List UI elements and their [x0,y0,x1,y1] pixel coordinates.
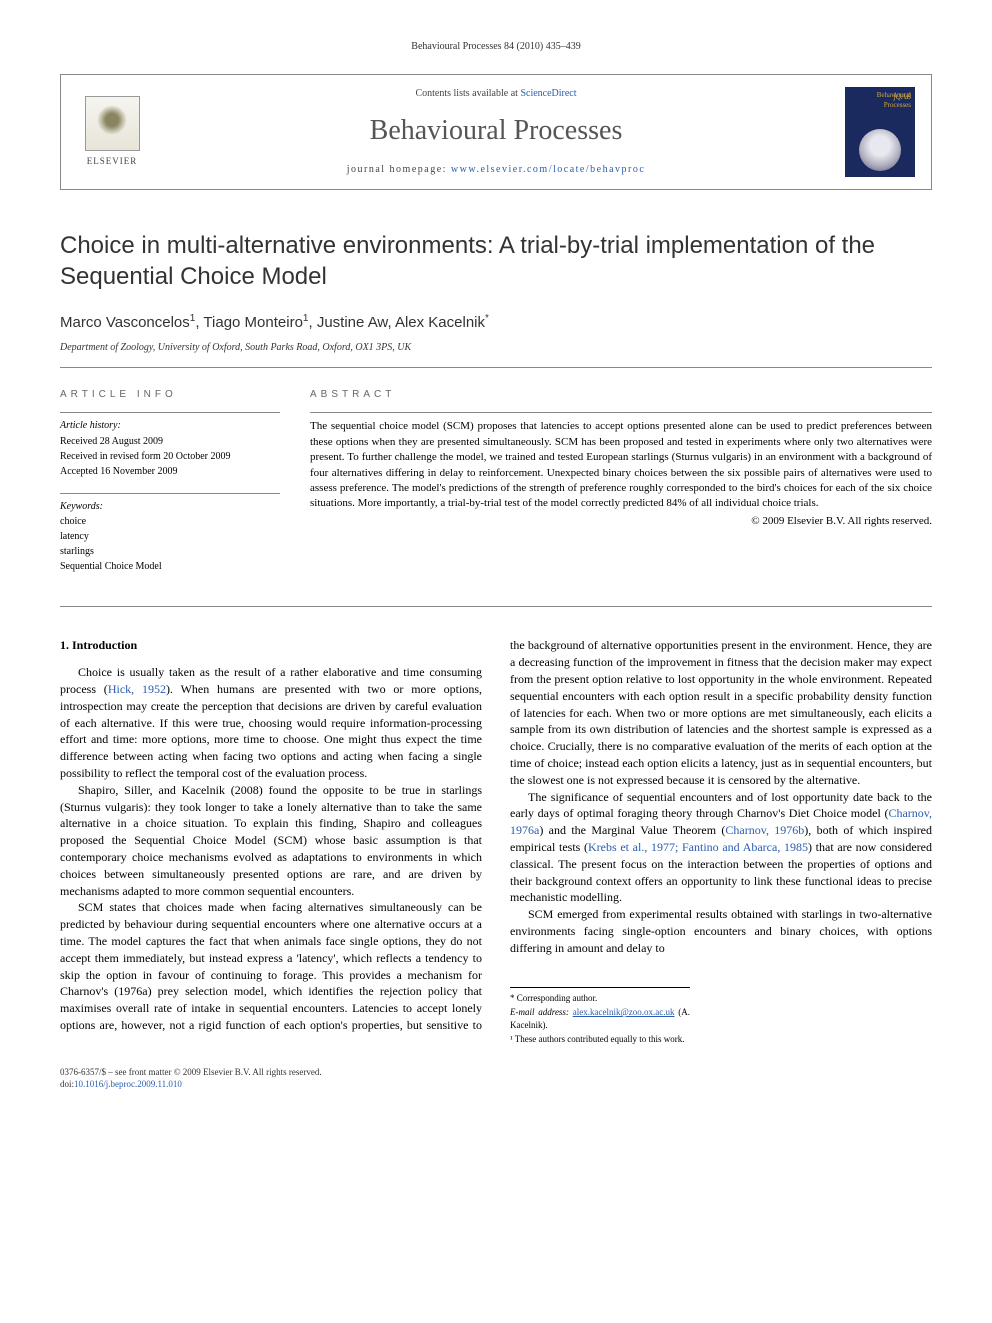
keyword: starlings [60,545,280,559]
masthead-center: Contents lists available at ScienceDirec… [167,87,825,176]
affiliation: Department of Zoology, University of Oxf… [60,341,932,368]
contents-available-line: Contents lists available at ScienceDirec… [167,87,825,101]
cover-bird-icon [859,129,901,171]
sciencedirect-link[interactable]: ScienceDirect [520,88,576,99]
article-history-block: Article history: Received 28 August 2009… [60,412,280,479]
footnotes: * Corresponding author. E-mail address: … [510,987,690,1046]
contents-prefix: Contents lists available at [415,88,520,99]
keywords-block: Keywords: choice latency starlings Seque… [60,493,280,574]
keyword: Sequential Choice Model [60,560,280,574]
abstract-label: abstract [310,388,932,402]
body-paragraph: The significance of sequential encounter… [510,789,932,907]
citation-link[interactable]: Hick, 1952 [108,682,166,696]
equal-contribution-note: ¹ These authors contributed equally to t… [510,1033,690,1046]
journal-homepage-link[interactable]: www.elsevier.com/locate/behavproc [451,164,645,175]
history-line: Received in revised form 20 October 2009 [60,450,280,464]
page: Behavioural Processes 84 (2010) 435–439 … [0,0,992,1131]
article-info-label: article info [60,388,280,402]
elsevier-logo: ELSEVIER [77,92,147,172]
doi-label: doi: [60,1079,74,1089]
section-title: Introduction [72,638,137,652]
elsevier-tree-icon [85,96,140,151]
journal-masthead: ELSEVIER Contents lists available at Sci… [60,74,932,190]
keyword: latency [60,530,280,544]
article-history-heading: Article history: [60,419,280,433]
history-line: Accepted 16 November 2009 [60,465,280,479]
article-body: 1. Introduction Choice is usually taken … [60,637,932,1046]
copyright-footer-line: 0376-6357/$ – see front matter © 2009 El… [60,1066,932,1079]
journal-name: Behavioural Processes [167,111,825,150]
publisher-name: ELSEVIER [87,155,138,168]
journal-homepage-line: journal homepage: www.elsevier.com/locat… [167,163,825,177]
author: Marco Vasconcelos [60,314,190,331]
abstract-copyright: © 2009 Elsevier B.V. All rights reserved… [310,514,932,529]
journal-cover-thumbnail: ∫QAB Behavioural Processes [845,87,915,177]
abstract-body: The sequential choice model (SCM) propos… [310,420,932,509]
doi-link[interactable]: 10.1016/j.beproc.2009.11.010 [74,1079,182,1089]
author-list: Marco Vasconcelos1, Tiago Monteiro1, Jus… [60,312,932,333]
citation-link[interactable]: Krebs et al., 1977; Fantino and Abarca, … [588,840,808,854]
homepage-prefix: journal homepage: [347,164,451,175]
abstract-column: abstract The sequential choice model (SC… [310,388,932,588]
article-info-column: article info Article history: Received 2… [60,388,280,588]
email-line: E-mail address: alex.kacelnik@zoo.ox.ac.… [510,1006,690,1031]
author-note-ref: 1 [303,313,309,324]
keywords-heading: Keywords: [60,500,280,514]
history-line: Received 28 August 2009 [60,435,280,449]
corresponding-email-link[interactable]: alex.kacelnik@zoo.ox.ac.uk [573,1007,675,1017]
page-footer: 0376-6357/$ – see front matter © 2009 El… [60,1066,932,1091]
body-paragraph: SCM emerged from experimental results ob… [510,906,932,956]
qab-badge: ∫QAB [893,91,911,102]
corresponding-author-ref: * [485,313,489,324]
section-heading: 1. Introduction [60,637,482,654]
doi-line: doi:10.1016/j.beproc.2009.11.010 [60,1078,932,1091]
citation-link[interactable]: Charnov, 1976b [725,823,804,837]
section-number: 1. [60,638,69,652]
info-abstract-row: article info Article history: Received 2… [60,388,932,607]
body-paragraph: Choice is usually taken as the result of… [60,664,482,782]
email-label: E-mail address: [510,1007,573,1017]
article-title: Choice in multi-alternative environments… [60,230,932,292]
body-paragraph: Shapiro, Siller, and Kacelnik (2008) fou… [60,782,482,900]
corresponding-author-note: * Corresponding author. [510,992,690,1005]
running-header: Behavioural Processes 84 (2010) 435–439 [60,40,932,54]
author-note-ref: 1 [190,313,196,324]
keyword: choice [60,515,280,529]
author: Alex Kacelnik [395,314,485,331]
abstract-text: The sequential choice model (SCM) propos… [310,412,932,529]
author: Tiago Monteiro [203,314,303,331]
author: Justine Aw [317,314,388,331]
